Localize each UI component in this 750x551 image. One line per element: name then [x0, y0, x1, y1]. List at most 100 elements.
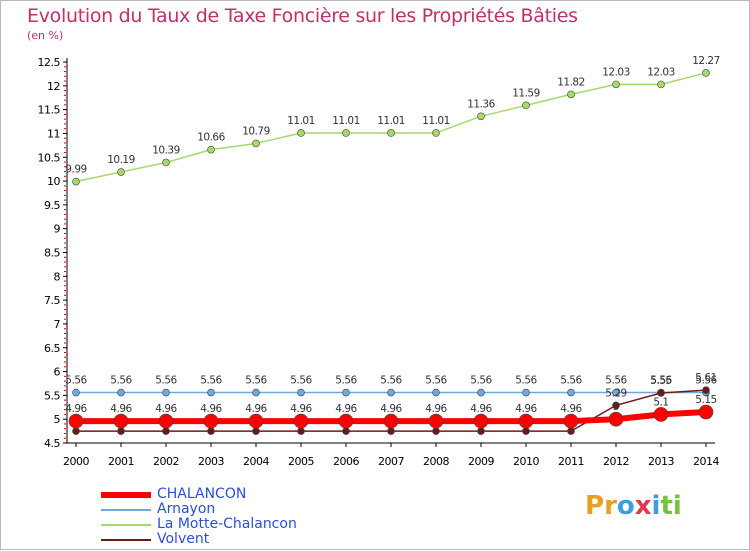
data-point [387, 388, 395, 397]
data-label: 5.56 [695, 375, 717, 387]
data-label: 12.27 [692, 55, 720, 67]
data-label: 5.56 [560, 375, 582, 387]
data-point [567, 388, 575, 397]
data-label: 5 [613, 401, 619, 413]
data-point [567, 90, 575, 99]
x-tick-label: 2001 [108, 455, 134, 468]
data-point [72, 427, 80, 435]
logo-letter: t [660, 491, 673, 521]
x-tick-label: 2010 [513, 455, 539, 468]
data-point [383, 413, 399, 429]
data-label: 4.96 [110, 403, 132, 415]
legend-swatch [101, 523, 151, 526]
legend-item: La Motte-Chalancon [101, 517, 297, 532]
data-point [162, 158, 170, 167]
data-label: 5.56 [380, 375, 402, 387]
data-point [698, 404, 714, 420]
data-point [473, 413, 489, 429]
y-tick-label: 10 [47, 175, 60, 188]
data-label: 5.56 [110, 375, 132, 387]
data-point [432, 129, 440, 137]
logo-letter: i [672, 491, 682, 521]
data-label: 4.96 [65, 403, 87, 415]
data-label: 5.56 [470, 375, 492, 387]
y-tick-label: 7.5 [44, 294, 60, 307]
y-tick-label: 11 [47, 127, 60, 140]
data-label: 5.56 [290, 375, 312, 387]
data-point [432, 388, 440, 397]
data-point [72, 177, 80, 186]
legend-label: Volvent [157, 531, 210, 547]
y-tick-label: 5.5 [44, 389, 60, 402]
legend-item: Arnayon [101, 502, 297, 517]
data-label: 4.96 [245, 403, 267, 415]
x-tick-label: 2008 [423, 455, 449, 468]
y-tick-label: 11.5 [38, 104, 61, 117]
data-label: 11.36 [467, 98, 495, 110]
data-label: 5.56 [155, 375, 177, 387]
data-point [342, 427, 350, 435]
data-point [387, 427, 395, 435]
data-point [207, 388, 215, 397]
x-tick-label: 2007 [378, 455, 404, 468]
data-point [297, 129, 305, 137]
data-label: 5.55 [650, 375, 671, 387]
proxiti-logo: Proxiti [585, 491, 682, 521]
data-point [252, 388, 260, 397]
data-label: 5.1 [653, 396, 668, 408]
data-point [117, 168, 125, 176]
data-point [477, 427, 485, 435]
y-tick-label: 5 [54, 413, 61, 426]
data-label: 4.96 [470, 403, 492, 415]
x-tick-label: 2003 [198, 455, 224, 468]
logo-letter: x [634, 491, 652, 521]
data-label: 5.56 [605, 375, 627, 387]
data-point [608, 411, 624, 427]
x-tick-label: 2004 [243, 455, 269, 468]
logo-letter: i [651, 491, 661, 521]
data-point [252, 139, 260, 148]
data-point [297, 388, 305, 397]
data-point [477, 388, 485, 397]
y-tick-label: 6 [54, 366, 61, 379]
legend-item: Volvent [101, 532, 297, 547]
data-point [612, 401, 620, 410]
data-label: 12.03 [602, 66, 630, 78]
legend-label: La Motte-Chalancon [157, 516, 297, 532]
data-point [207, 427, 215, 435]
x-tick-label: 2013 [648, 455, 674, 468]
data-label: 5.56 [650, 375, 672, 387]
data-label: 4.96 [290, 403, 312, 415]
data-point [518, 413, 534, 429]
data-point [113, 413, 129, 429]
data-point [248, 413, 264, 429]
y-tick-label: 8 [54, 270, 61, 283]
data-label: 4.96 [155, 403, 177, 415]
chart-title: Evolution du Taux de Taxe Foncière sur l… [27, 5, 578, 27]
data-label: 11.01 [287, 115, 315, 127]
data-point [297, 427, 305, 435]
x-tick-label: 2012 [603, 455, 629, 468]
data-point [567, 427, 575, 435]
data-point [428, 413, 444, 429]
y-tick-label: 9.5 [44, 199, 60, 212]
x-tick-label: 2002 [153, 455, 179, 468]
legend-label: CHALANCON [157, 486, 247, 502]
logo-letter: P [585, 491, 605, 521]
data-point [522, 427, 530, 435]
data-point [702, 69, 710, 77]
data-label: 5.15 [695, 394, 716, 406]
data-label: 5.61 [695, 372, 716, 384]
x-tick-label: 2005 [288, 455, 314, 468]
y-tick-label: 12 [47, 80, 60, 93]
data-point [563, 413, 579, 429]
y-tick-label: 7 [54, 318, 61, 331]
data-point [612, 80, 620, 89]
data-point [117, 388, 125, 397]
data-label: 9.99 [65, 164, 86, 176]
data-point [657, 80, 665, 89]
chart-legend: CHALANCON Arnayon La Motte-Chalancon Volven… [101, 487, 297, 547]
data-point [203, 413, 219, 429]
x-tick-label: 2009 [468, 455, 494, 468]
y-tick-label: 10.5 [38, 151, 61, 164]
